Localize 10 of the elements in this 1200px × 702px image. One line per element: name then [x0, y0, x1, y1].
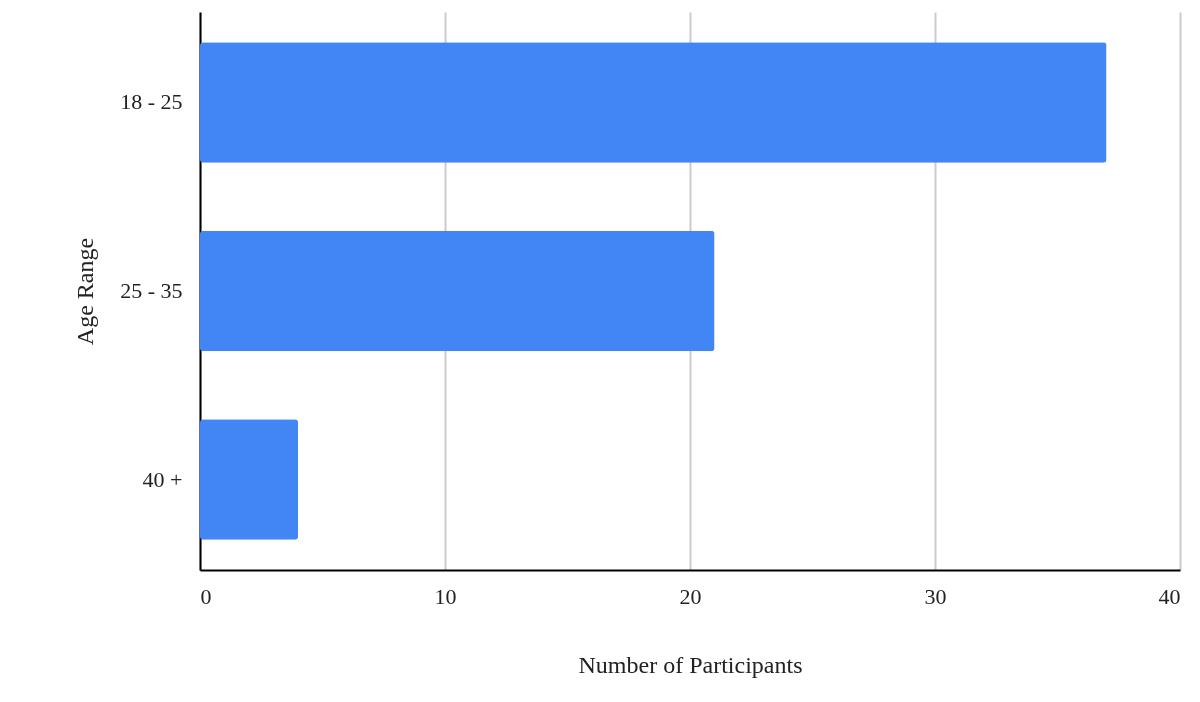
x-axis-title: Number of Participants — [578, 651, 803, 678]
y-tick-label: 25 - 35 — [120, 278, 183, 303]
x-tick-label: 30 — [924, 583, 947, 609]
y-tick-label: 18 - 25 — [120, 89, 183, 115]
x-tick-label: 10 — [434, 583, 457, 609]
y-tick-label: 40 + — [142, 466, 183, 492]
x-tick-label: 0 — [200, 583, 212, 609]
x-tick-label: 20 — [679, 583, 702, 609]
y-axis-title: Age Range — [72, 237, 99, 346]
x-tick-label: 40 — [1158, 583, 1181, 609]
